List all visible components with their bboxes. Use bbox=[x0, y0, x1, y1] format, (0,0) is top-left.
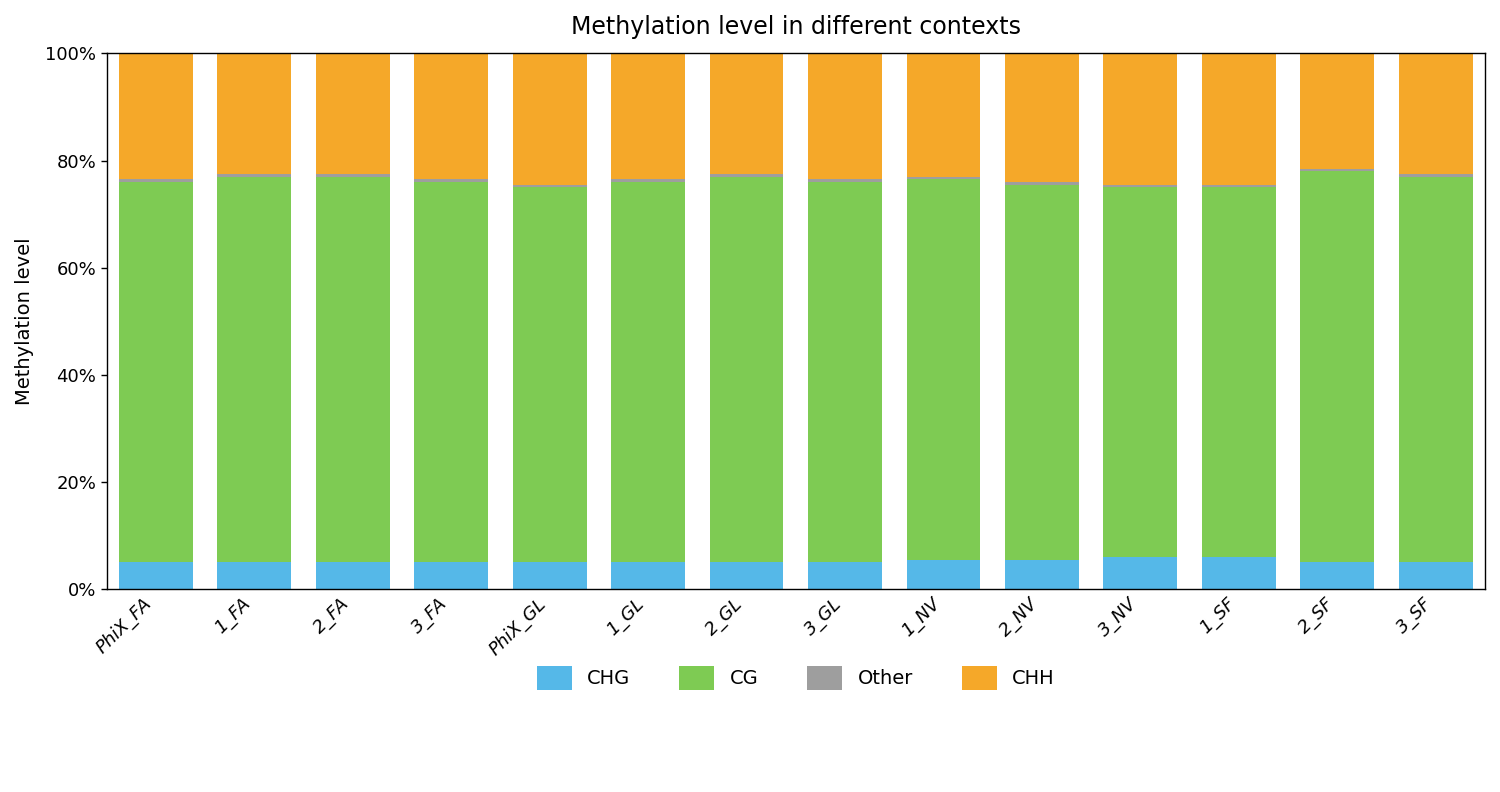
Bar bbox=[1300, 562, 1374, 589]
Bar bbox=[513, 562, 586, 589]
Title: Methylation level in different contexts: Methylation level in different contexts bbox=[572, 15, 1022, 39]
Bar bbox=[906, 177, 981, 179]
Bar bbox=[513, 53, 586, 185]
Bar bbox=[414, 53, 488, 179]
Bar bbox=[1202, 188, 1276, 557]
Bar bbox=[1202, 185, 1276, 188]
Bar bbox=[1400, 174, 1473, 177]
Bar bbox=[610, 182, 686, 562]
Bar bbox=[1202, 557, 1276, 589]
Bar bbox=[710, 53, 783, 174]
Bar bbox=[1400, 562, 1473, 589]
Bar bbox=[1400, 177, 1473, 562]
Y-axis label: Methylation level: Methylation level bbox=[15, 238, 34, 406]
Bar bbox=[710, 562, 783, 589]
Bar bbox=[1005, 53, 1078, 182]
Bar bbox=[610, 562, 686, 589]
Bar bbox=[1005, 182, 1078, 185]
Bar bbox=[906, 179, 981, 560]
Bar bbox=[118, 182, 192, 562]
Bar bbox=[414, 179, 488, 182]
Bar bbox=[1005, 185, 1078, 560]
Bar bbox=[1300, 53, 1374, 169]
Bar bbox=[710, 177, 783, 562]
Bar bbox=[1300, 169, 1374, 171]
Bar bbox=[118, 179, 192, 182]
Bar bbox=[513, 185, 586, 188]
Bar bbox=[1400, 53, 1473, 174]
Bar bbox=[316, 174, 390, 177]
Bar bbox=[118, 53, 192, 179]
Bar bbox=[316, 53, 390, 174]
Bar bbox=[118, 562, 192, 589]
Bar bbox=[217, 562, 291, 589]
Bar bbox=[710, 174, 783, 177]
Bar bbox=[414, 182, 488, 562]
Bar bbox=[1300, 171, 1374, 562]
Bar bbox=[316, 177, 390, 562]
Bar bbox=[414, 562, 488, 589]
Bar bbox=[610, 53, 686, 179]
Bar bbox=[217, 177, 291, 562]
Bar bbox=[808, 179, 882, 182]
Bar bbox=[808, 182, 882, 562]
Bar bbox=[316, 562, 390, 589]
Bar bbox=[1202, 53, 1276, 185]
Bar bbox=[1005, 560, 1078, 589]
Bar bbox=[610, 179, 686, 182]
Bar bbox=[1104, 557, 1178, 589]
Bar bbox=[808, 53, 882, 179]
Bar bbox=[1104, 188, 1178, 557]
Bar bbox=[906, 560, 981, 589]
Bar bbox=[808, 562, 882, 589]
Legend: CHG, CG, Other, CHH: CHG, CG, Other, CHH bbox=[530, 658, 1062, 697]
Bar bbox=[513, 188, 586, 562]
Bar bbox=[217, 53, 291, 174]
Bar bbox=[1104, 53, 1178, 185]
Bar bbox=[906, 53, 981, 177]
Bar bbox=[217, 174, 291, 177]
Bar bbox=[1104, 185, 1178, 188]
